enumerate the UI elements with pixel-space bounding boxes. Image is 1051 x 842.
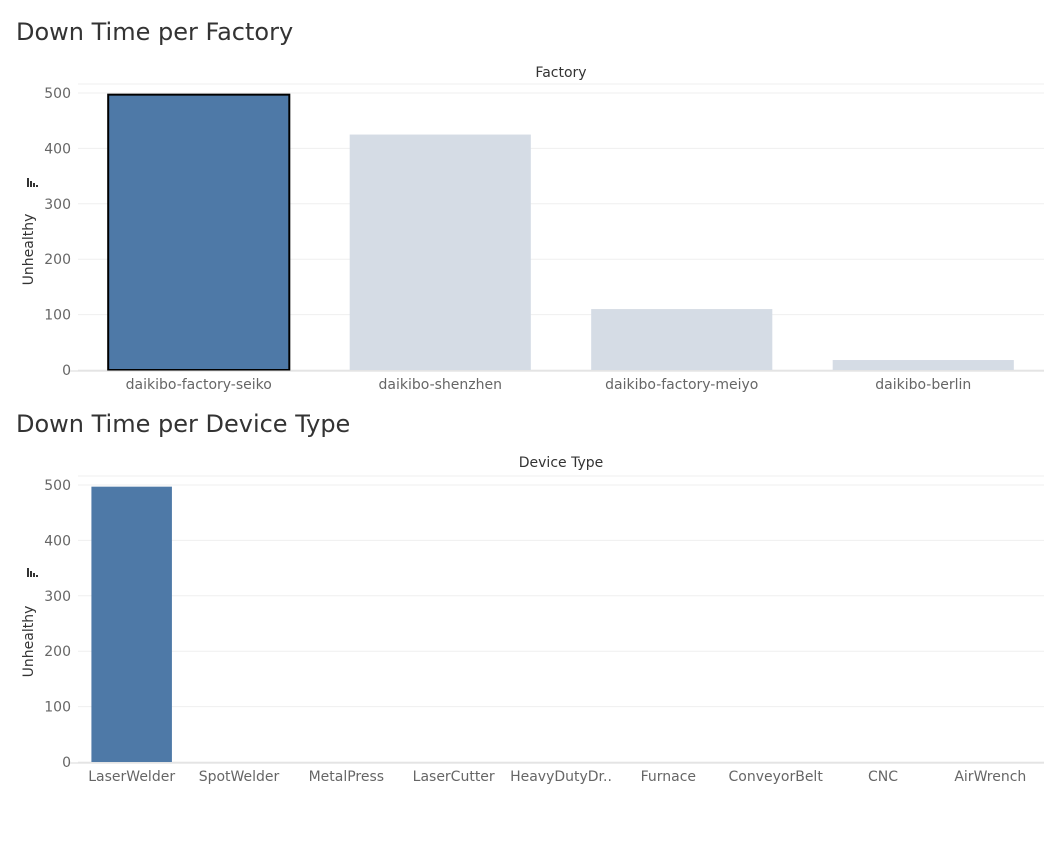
device-type-y-axis-title: Unhealthy (21, 606, 37, 678)
device-type-sort-descending-icon[interactable] (27, 568, 38, 577)
device-type-category-label[interactable]: MetalPress (309, 769, 385, 785)
factory-y-tick-label: 400 (44, 141, 71, 157)
factory-category-label[interactable]: daikibo-berlin (875, 377, 971, 393)
factory-panel: Down Time per Factory Factory 0 100 200 300 4… (0, 0, 1051, 398)
factory-chart: Factory 0 100 200 300 400 500 Unhealthy daikibo-… (21, 65, 1044, 393)
device-type-category-label[interactable]: CNC (868, 769, 898, 785)
factory-bar-daikibo-berlin[interactable] (832, 360, 1014, 370)
device-type-y-tick-label: 400 (44, 533, 71, 549)
factory-x-axis-title: Factory (535, 65, 586, 81)
device-type-category-label[interactable]: LaserWelder (88, 769, 175, 785)
factory-sort-descending-icon[interactable] (27, 178, 38, 187)
device-type-category-label[interactable]: SpotWelder (199, 769, 280, 785)
factory-bar-daikibo-factory-seiko[interactable] (107, 93, 291, 372)
factory-y-tick-label: 200 (44, 252, 71, 268)
factory-chart-title: Down Time per Factory (16, 18, 294, 46)
device-type-category-label[interactable]: ConveyorBelt (729, 769, 824, 785)
device-type-category-label[interactable]: HeavyDutyDr.. (510, 769, 612, 785)
factory-y-tick-label: 500 (44, 86, 71, 102)
factory-bar-daikibo-factory-meiyo[interactable] (591, 309, 773, 370)
device-type-category-label[interactable]: AirWrench (954, 769, 1026, 785)
factory-y-axis-title: Unhealthy (21, 214, 37, 286)
factory-y-tick-label: 0 (62, 363, 71, 379)
device-type-y-tick-label: 0 (62, 755, 71, 771)
device-type-chart: Device Type 0 100 200 300 400 500 Unhealthy Lase… (21, 455, 1044, 785)
device-type-category-label[interactable]: LaserCutter (413, 769, 495, 785)
factory-y-tick-label: 100 (44, 308, 71, 324)
device-type-y-tick-label: 300 (44, 589, 71, 605)
device-type-chart-title: Down Time per Device Type (16, 410, 351, 438)
device-type-y-tick-label: 100 (44, 700, 71, 716)
device-type-bar-laserwelder[interactable] (91, 486, 172, 762)
device-type-x-axis-title: Device Type (519, 455, 604, 471)
factory-category-label[interactable]: daikibo-factory-meiyo (605, 377, 758, 393)
factory-category-label[interactable]: daikibo-factory-seiko (126, 377, 272, 393)
device-type-category-label[interactable]: Furnace (641, 769, 696, 785)
factory-y-tick-label: 300 (44, 197, 71, 213)
factory-bar-daikibo-shenzhen[interactable] (349, 134, 531, 370)
device-type-y-tick-label: 500 (44, 478, 71, 494)
factory-category-label[interactable]: daikibo-shenzhen (379, 377, 502, 393)
device-type-panel: Down Time per Device Type Device Type 0 10… (0, 398, 1051, 790)
device-type-y-tick-label: 200 (44, 644, 71, 660)
